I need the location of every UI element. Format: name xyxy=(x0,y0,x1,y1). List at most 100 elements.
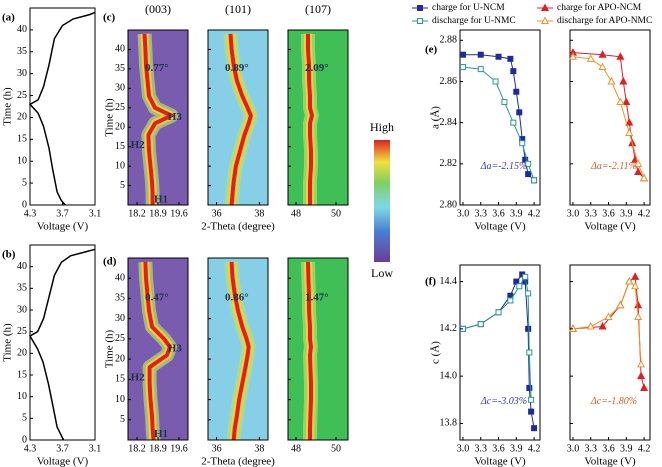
panel-label: (b) xyxy=(2,249,16,261)
y-tick-label: 40 xyxy=(115,273,125,284)
x-tick-label: 38 xyxy=(254,208,264,219)
x-tick-label: 50 xyxy=(331,443,341,454)
y-axis-label: Time (h) xyxy=(104,98,116,137)
x-tick-label: 3.6 xyxy=(602,443,615,454)
y-tick-label: 35 xyxy=(17,46,27,57)
x-tick-label: 3.6 xyxy=(492,443,505,454)
y-tick-label: 35 xyxy=(17,283,27,294)
data-point xyxy=(531,425,538,432)
data-point xyxy=(616,97,625,106)
y-tick-label: 25 xyxy=(115,102,125,113)
plot-frame xyxy=(29,7,96,206)
plot-frame xyxy=(569,264,651,441)
data-point xyxy=(598,50,607,58)
x-tick-label: 3.1 xyxy=(89,208,102,219)
ridge xyxy=(142,33,174,205)
data-point xyxy=(516,109,523,116)
x-tick-label: 3.1 xyxy=(89,443,102,454)
x-tick-label: 38 xyxy=(254,443,264,454)
voltage-curve xyxy=(28,248,96,441)
data-point xyxy=(495,53,502,60)
x-tick-label: 18.9 xyxy=(149,208,167,219)
colorbar xyxy=(374,140,390,262)
panel-label: (a) xyxy=(2,12,15,24)
y-tick-label: 15 xyxy=(115,141,125,152)
y-tick-label: 10 xyxy=(17,391,27,402)
data-point xyxy=(625,118,634,126)
colorbar-high: High xyxy=(370,120,394,134)
annotation: H3 xyxy=(168,111,183,123)
y-tick-label: 30 xyxy=(17,68,27,79)
x-tick-label: 3.6 xyxy=(492,208,505,219)
data-point xyxy=(525,290,532,297)
data-point xyxy=(513,88,520,95)
data-point xyxy=(631,272,640,280)
x-tick-label: 3.9 xyxy=(510,443,523,454)
x-tick-label: 4.3 xyxy=(24,208,37,219)
data-point xyxy=(525,160,532,167)
data-point xyxy=(622,97,631,106)
legend-label: charge for APO-NCM xyxy=(557,2,642,13)
annotation: H2 xyxy=(131,139,146,151)
x-tick-label: 48 xyxy=(291,208,301,219)
y-tick-label: 5 xyxy=(120,180,125,191)
x-axis-label: 2-Theta (degree) xyxy=(201,456,275,467)
data-point xyxy=(525,171,532,178)
column-title: (003) xyxy=(145,2,171,16)
y-tick-label: 40 xyxy=(17,24,27,35)
x-tick-label: 3.6 xyxy=(602,208,615,219)
data-point xyxy=(526,349,533,356)
y-tick-label: 15 xyxy=(17,369,27,380)
legend-label: charge for U-NCM xyxy=(432,2,505,13)
annotation: 1.47° xyxy=(305,292,329,304)
y-tick-label: 40 xyxy=(115,44,125,55)
data-point xyxy=(640,173,649,182)
x-tick-label: 3.9 xyxy=(510,208,523,219)
annotation: Δa=-2.15% xyxy=(480,161,528,172)
annotation: H1 xyxy=(154,428,168,440)
y-axis-label: a (Å) xyxy=(430,106,442,129)
data-point xyxy=(586,321,595,330)
annotation: Δc=-1.80% xyxy=(590,396,637,407)
y-tick-label: 2.86 xyxy=(440,76,458,87)
data-point xyxy=(516,283,523,290)
data-point xyxy=(637,359,646,368)
x-tick-label: 4.2 xyxy=(528,208,541,219)
y-tick-label: 14.0 xyxy=(440,370,458,381)
y-tick-label: 5 xyxy=(22,413,27,424)
data-point xyxy=(477,321,484,328)
y-tick-label: 30 xyxy=(115,313,125,324)
x-tick-label: 3.3 xyxy=(584,443,597,454)
data-point xyxy=(631,281,640,290)
data-point xyxy=(492,78,499,85)
x-tick-label: 18.2 xyxy=(128,443,146,454)
column-title: (101) xyxy=(225,2,251,16)
y-tick-label: 30 xyxy=(17,304,27,315)
y-tick-label: 35 xyxy=(115,63,125,74)
x-tick-label: 19.6 xyxy=(170,208,188,219)
data-point xyxy=(525,325,532,332)
data-point xyxy=(637,371,646,380)
plot-frame xyxy=(287,29,349,206)
colorbar-low: Low xyxy=(371,266,393,280)
plot-frame xyxy=(29,244,96,441)
y-axis-label: Time (h) xyxy=(2,323,14,362)
data-point xyxy=(616,52,625,60)
y-tick-label: 30 xyxy=(115,83,125,94)
data-point xyxy=(640,383,649,391)
data-point xyxy=(459,51,466,58)
data-point xyxy=(568,324,577,332)
y-tick-label: 20 xyxy=(17,112,27,123)
data-point xyxy=(634,167,643,176)
series-line xyxy=(462,275,532,400)
annotation: H2 xyxy=(131,372,146,384)
x-axis-label: Voltage (V) xyxy=(37,456,89,467)
y-tick-label: 2.80 xyxy=(440,199,458,210)
ridge xyxy=(228,33,253,206)
data-point xyxy=(598,62,607,71)
data-point xyxy=(477,66,484,73)
plot-frame xyxy=(569,29,651,206)
panel-label: (f) xyxy=(425,276,436,288)
x-tick-label: 3.9 xyxy=(620,443,633,454)
x-tick-label: 3.7 xyxy=(56,443,69,454)
